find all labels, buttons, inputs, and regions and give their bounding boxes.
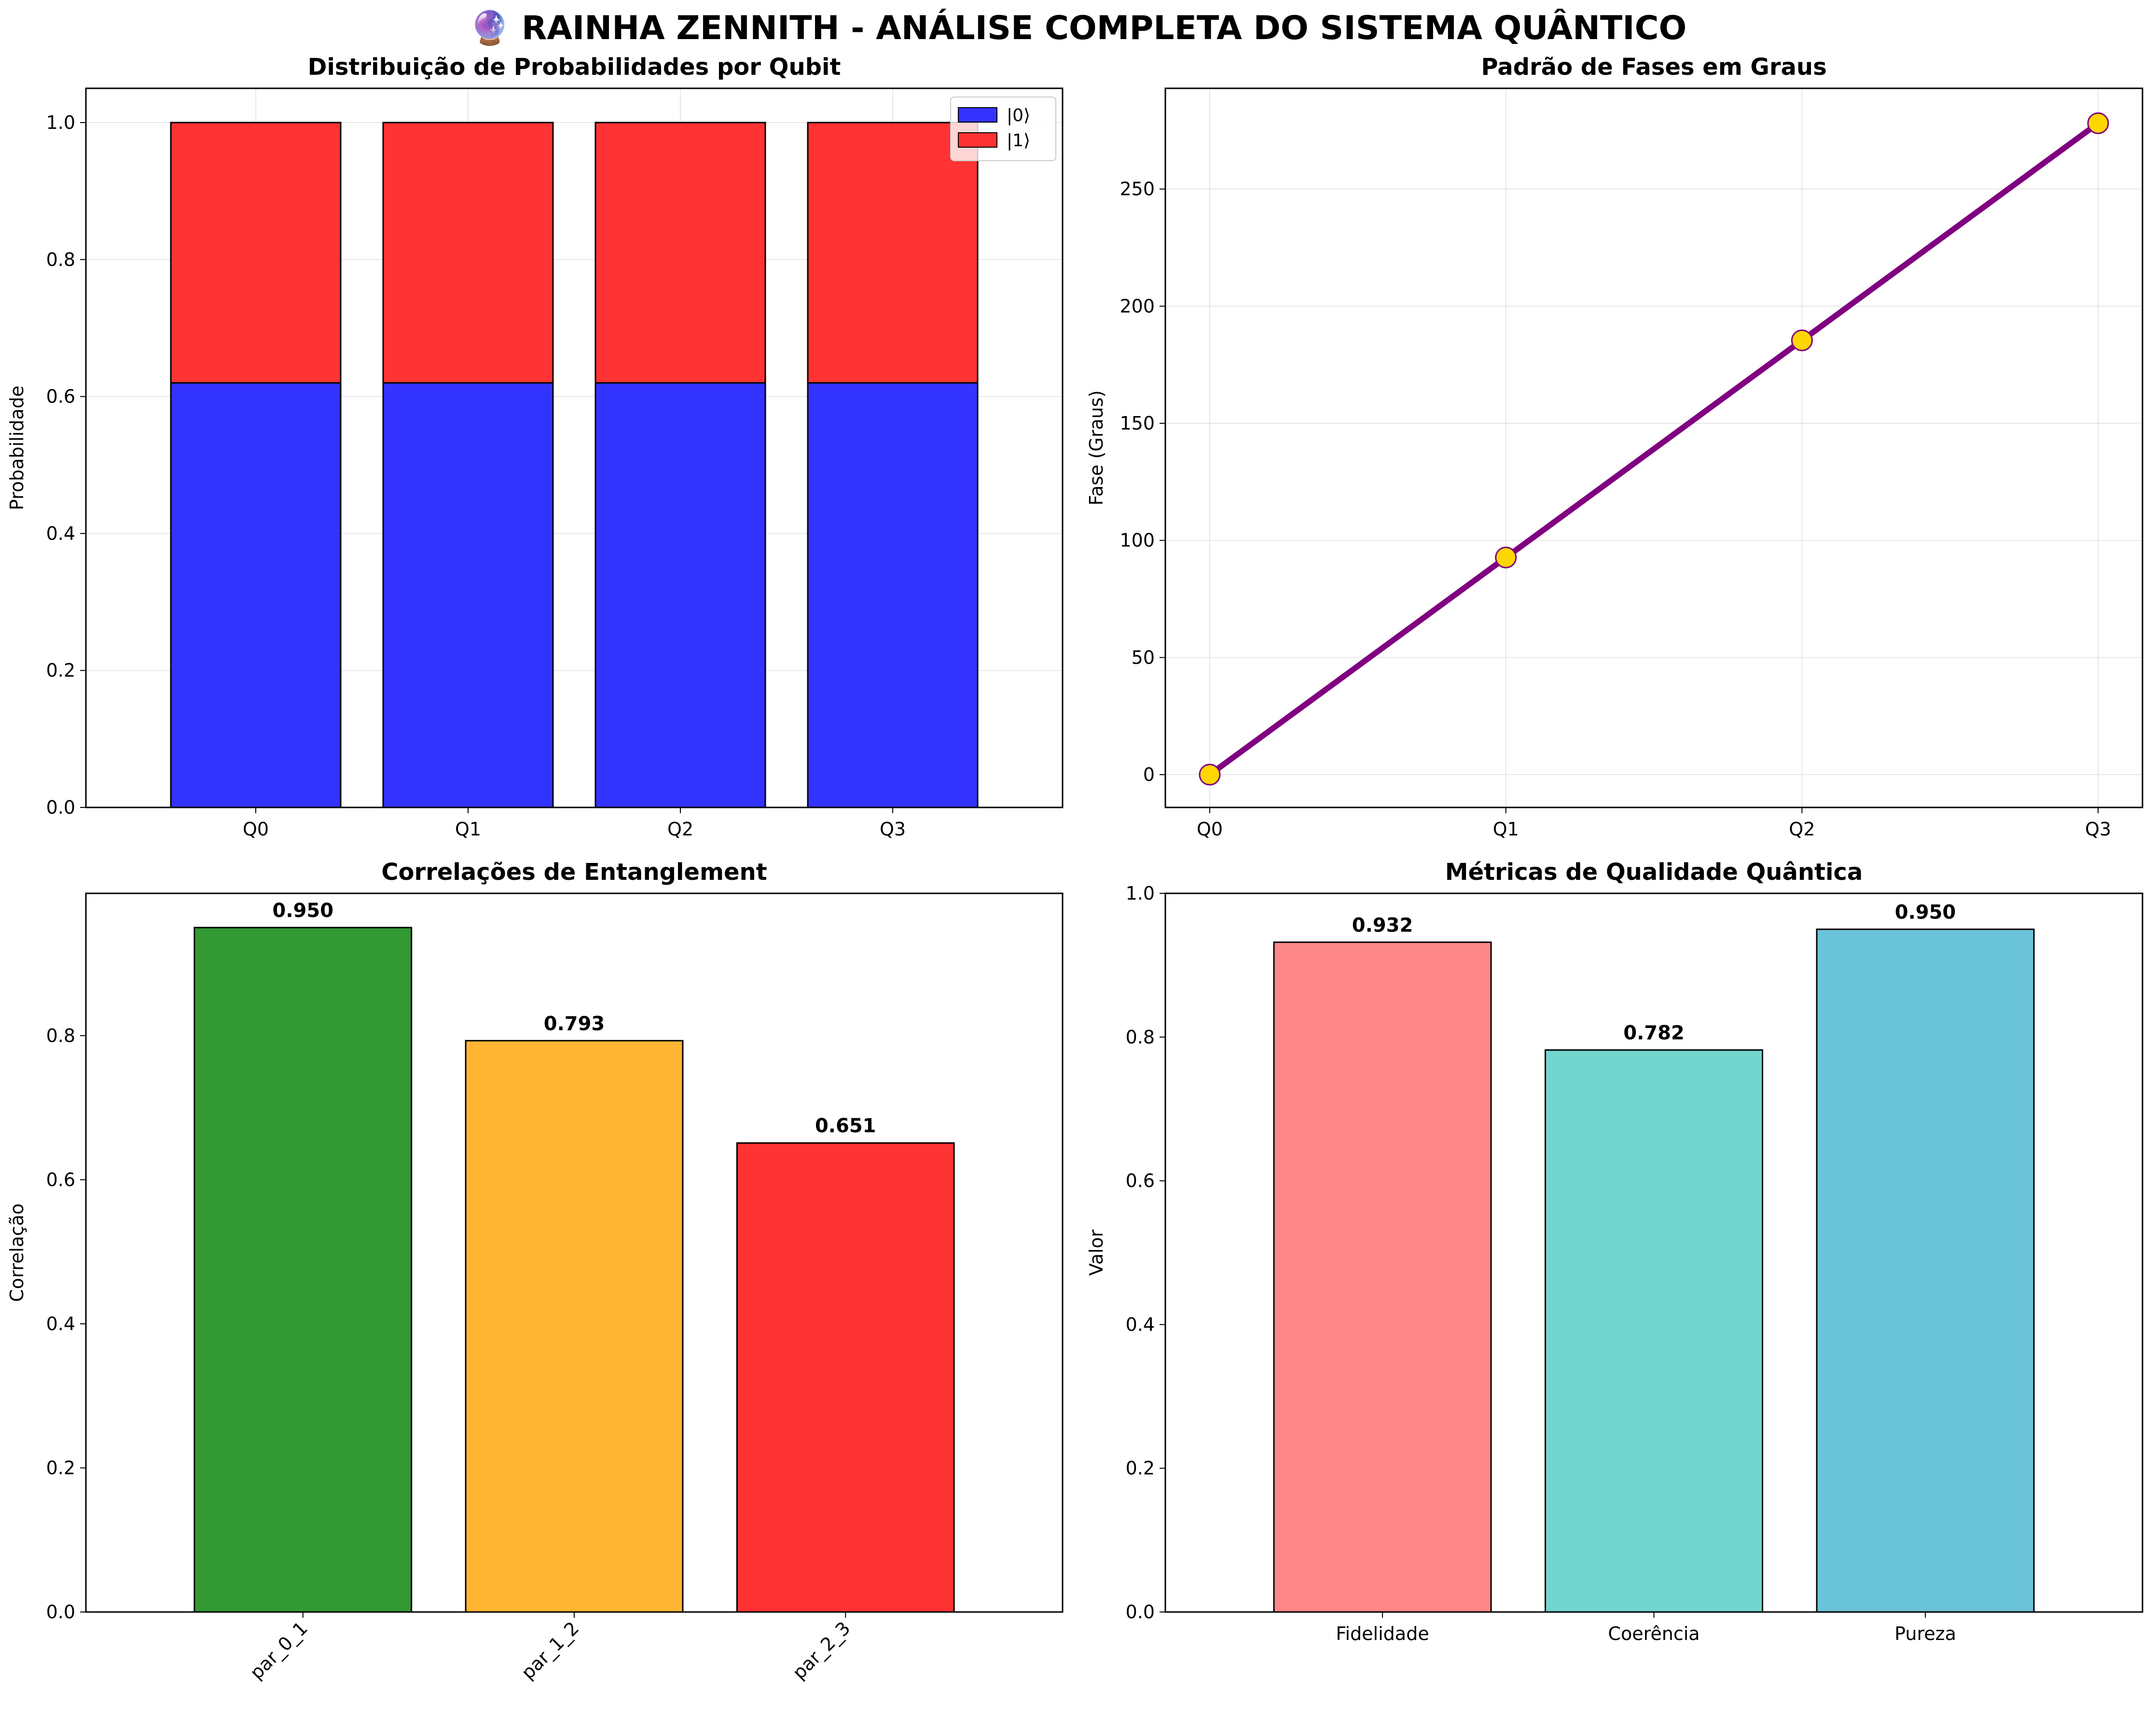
bar-par_2_3 (736, 1142, 955, 1613)
y-axis-label: Fase (Graus) (1086, 390, 1107, 506)
value-label: 0.793 (544, 1013, 605, 1035)
x-tick-label: par_1_2 (517, 1617, 583, 1683)
x-tick-label: Q3 (2085, 819, 2111, 840)
plot-frame (85, 87, 1064, 808)
legend-swatch-state0 (958, 107, 997, 123)
x-tick-label: Q1 (1493, 819, 1519, 840)
phase-point-Q2 (1791, 329, 1813, 351)
plot-frame (85, 892, 1064, 1613)
legend-label: |0⟩ (1007, 106, 1030, 125)
bar-state1-Q3 (807, 122, 979, 384)
x-tick-label: Q2 (667, 819, 693, 840)
phase-point-Q1 (1495, 546, 1517, 569)
value-label: 0.651 (815, 1115, 876, 1137)
plot-frame (1164, 87, 2143, 808)
bar-Fidelidade (1273, 941, 1492, 1613)
y-tick-label: 0.2 (46, 660, 75, 681)
y-tick-label: 0.6 (46, 386, 75, 407)
value-label: 0.932 (1352, 914, 1413, 936)
bar-par_1_2 (465, 1040, 684, 1613)
y-tick-label: 0.4 (46, 523, 75, 544)
bar-state0-Q1 (382, 382, 554, 808)
y-tick-label: 250 (1119, 179, 1155, 200)
y-tick-label: 1.0 (1126, 883, 1155, 904)
subplot-3: Correlações de Entanglement Correlação 0.0… (6, 859, 1064, 1683)
x-tick-label: Q3 (880, 819, 906, 840)
y-tick-label: 0.0 (1126, 1601, 1155, 1623)
bar-state0-Q0 (170, 382, 342, 808)
phase-point-Q3 (2087, 112, 2109, 134)
y-tick-label: 150 (1119, 413, 1155, 434)
subplot-4: Métricas de Qualidade Quântica Valor 0.0 0.… (1086, 859, 2143, 1644)
bar-Coerência (1545, 1049, 1763, 1613)
phase-point-Q0 (1199, 764, 1221, 786)
y-axis-label: Valor (1086, 1229, 1107, 1276)
value-label: 0.782 (1623, 1022, 1685, 1044)
y-tick-label: 0.0 (46, 1601, 75, 1623)
subplot-1: Distribuição de Probabilidades por Qubit… (6, 54, 1064, 840)
bar-par_0_1 (193, 927, 413, 1613)
legend-box (950, 97, 1056, 161)
x-tick-label: Q2 (1789, 819, 1815, 840)
x-tick-label: Q0 (243, 819, 269, 840)
x-tick-label: Coerência (1608, 1623, 1700, 1644)
y-tick-label: 0.4 (46, 1313, 75, 1334)
y-tick-label: 0.6 (1126, 1170, 1155, 1192)
value-label: 0.950 (1895, 901, 1956, 923)
y-tick-label: 0.4 (1126, 1314, 1155, 1335)
y-tick-label: 50 (1132, 647, 1155, 668)
bar-state1-Q1 (382, 122, 554, 384)
y-tick-label: 0.2 (1126, 1458, 1155, 1479)
panel-title: Métricas de Qualidade Quântica (1445, 859, 1863, 886)
y-tick-label: 0.8 (46, 1025, 75, 1046)
y-tick-label: 200 (1119, 295, 1155, 317)
phase-line (1208, 121, 2100, 777)
x-tick-label: par_2_3 (788, 1617, 855, 1683)
bar-state0-Q2 (594, 382, 766, 808)
x-tick-label: par_0_1 (246, 1617, 312, 1683)
panel-title: Correlações de Entanglement (381, 859, 767, 886)
bar-Pureza (1816, 928, 2035, 1613)
panel-title: Padrão de Fases em Graus (1481, 54, 1826, 81)
plot-frame (1164, 892, 2143, 1613)
bar-state1-Q0 (170, 122, 342, 384)
panel-title: Distribuição de Probabilidades por Qubit (308, 54, 841, 81)
x-tick-label: Q1 (455, 819, 481, 840)
y-tick-label: 0.8 (1126, 1027, 1155, 1048)
y-axis-label: Correlação (6, 1203, 28, 1302)
subplot-2: Padrão de Fases em Graus Fase (Graus) 0 50 1… (1086, 54, 2143, 840)
y-tick-label: 1.0 (46, 112, 75, 133)
figure-title: 🔮 RAINHA ZENNITH - ANÁLISE COMPLETA DO S… (469, 9, 1687, 47)
value-label: 0.950 (273, 900, 334, 922)
x-tick-label: Fidelidade (1336, 1623, 1429, 1644)
bar-state0-Q3 (807, 382, 979, 808)
y-tick-label: 0.8 (46, 249, 75, 270)
x-tick-label: Q0 (1197, 819, 1223, 840)
y-tick-label: 0.6 (46, 1169, 75, 1190)
y-tick-label: 100 (1119, 530, 1155, 551)
x-tick-label: Pureza (1894, 1623, 1956, 1644)
bar-state1-Q2 (594, 122, 766, 384)
legend-swatch-state1 (958, 132, 997, 148)
y-tick-label: 0.0 (46, 797, 75, 818)
y-axis-label: Probabilidade (6, 386, 28, 510)
y-tick-label: 0.2 (46, 1457, 75, 1478)
y-tick-label: 0 (1143, 764, 1155, 785)
legend-label: |1⟩ (1007, 131, 1030, 151)
